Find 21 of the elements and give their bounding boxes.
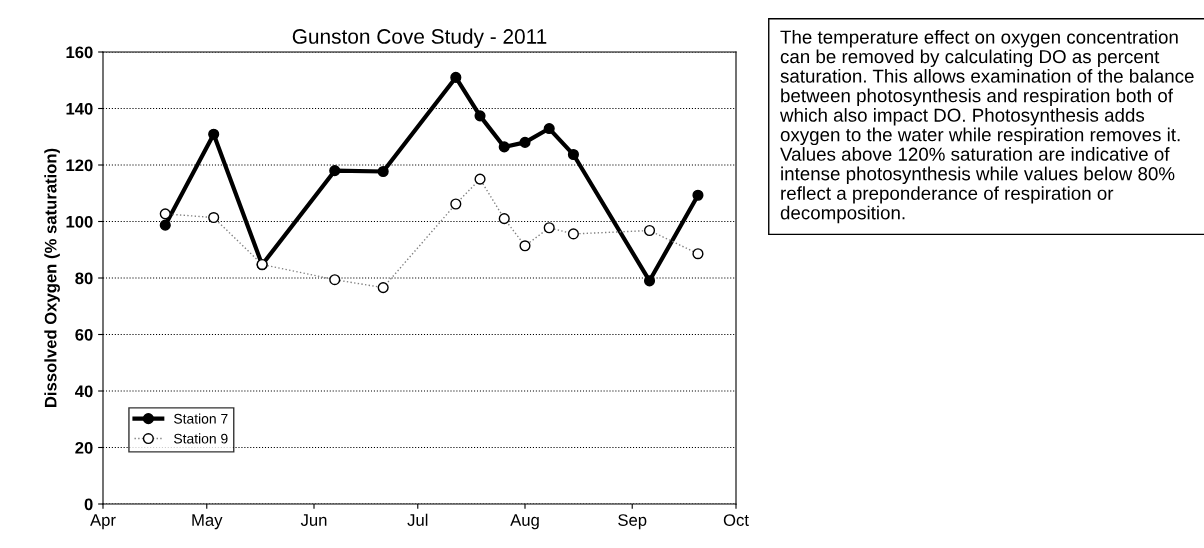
y-tick-label: 60 [75, 328, 93, 341]
y-tick-label: 0 [84, 498, 93, 511]
y-tick-label: 20 [75, 441, 93, 454]
y-tick-label: 100 [66, 215, 93, 228]
y-tick-label: 80 [75, 272, 93, 285]
y-tick-label: 160 [66, 46, 93, 59]
y-tick-label: 120 [66, 159, 93, 172]
x-tick-label: Aug [510, 514, 539, 530]
y-tick-label: 140 [66, 102, 93, 115]
y-axis-title: Dissolved Oxygen (% saturation) [44, 148, 60, 407]
legend-label: Station 9 [174, 433, 228, 444]
x-tick-label: Oct [723, 514, 749, 526]
y-tick-label: 40 [74, 385, 93, 398]
x-tick-label: Apr [90, 514, 116, 530]
x-tick-label: Sep [618, 514, 647, 530]
x-tick-label: Jul [407, 513, 428, 526]
chart-title: Gunston Cove Study - 2011 [292, 28, 547, 48]
legend-label: Station 7 [174, 413, 228, 424]
text: The temperature effect on oxygen concentration can be removed by calculating DO as percent saturation. This allows examination of the balance between photosynthesis and respiration both of which also impact DO. Photosynthesis adds oxygen to the water while respiration removes it. Values above 120% saturation are indicative of intense photosynthesis while values below 80% reflect a preponderance of respiration or decomposition. [779, 30, 1194, 224]
x-tick-label: May [192, 514, 223, 530]
x-tick-label: Jun [300, 514, 327, 526]
